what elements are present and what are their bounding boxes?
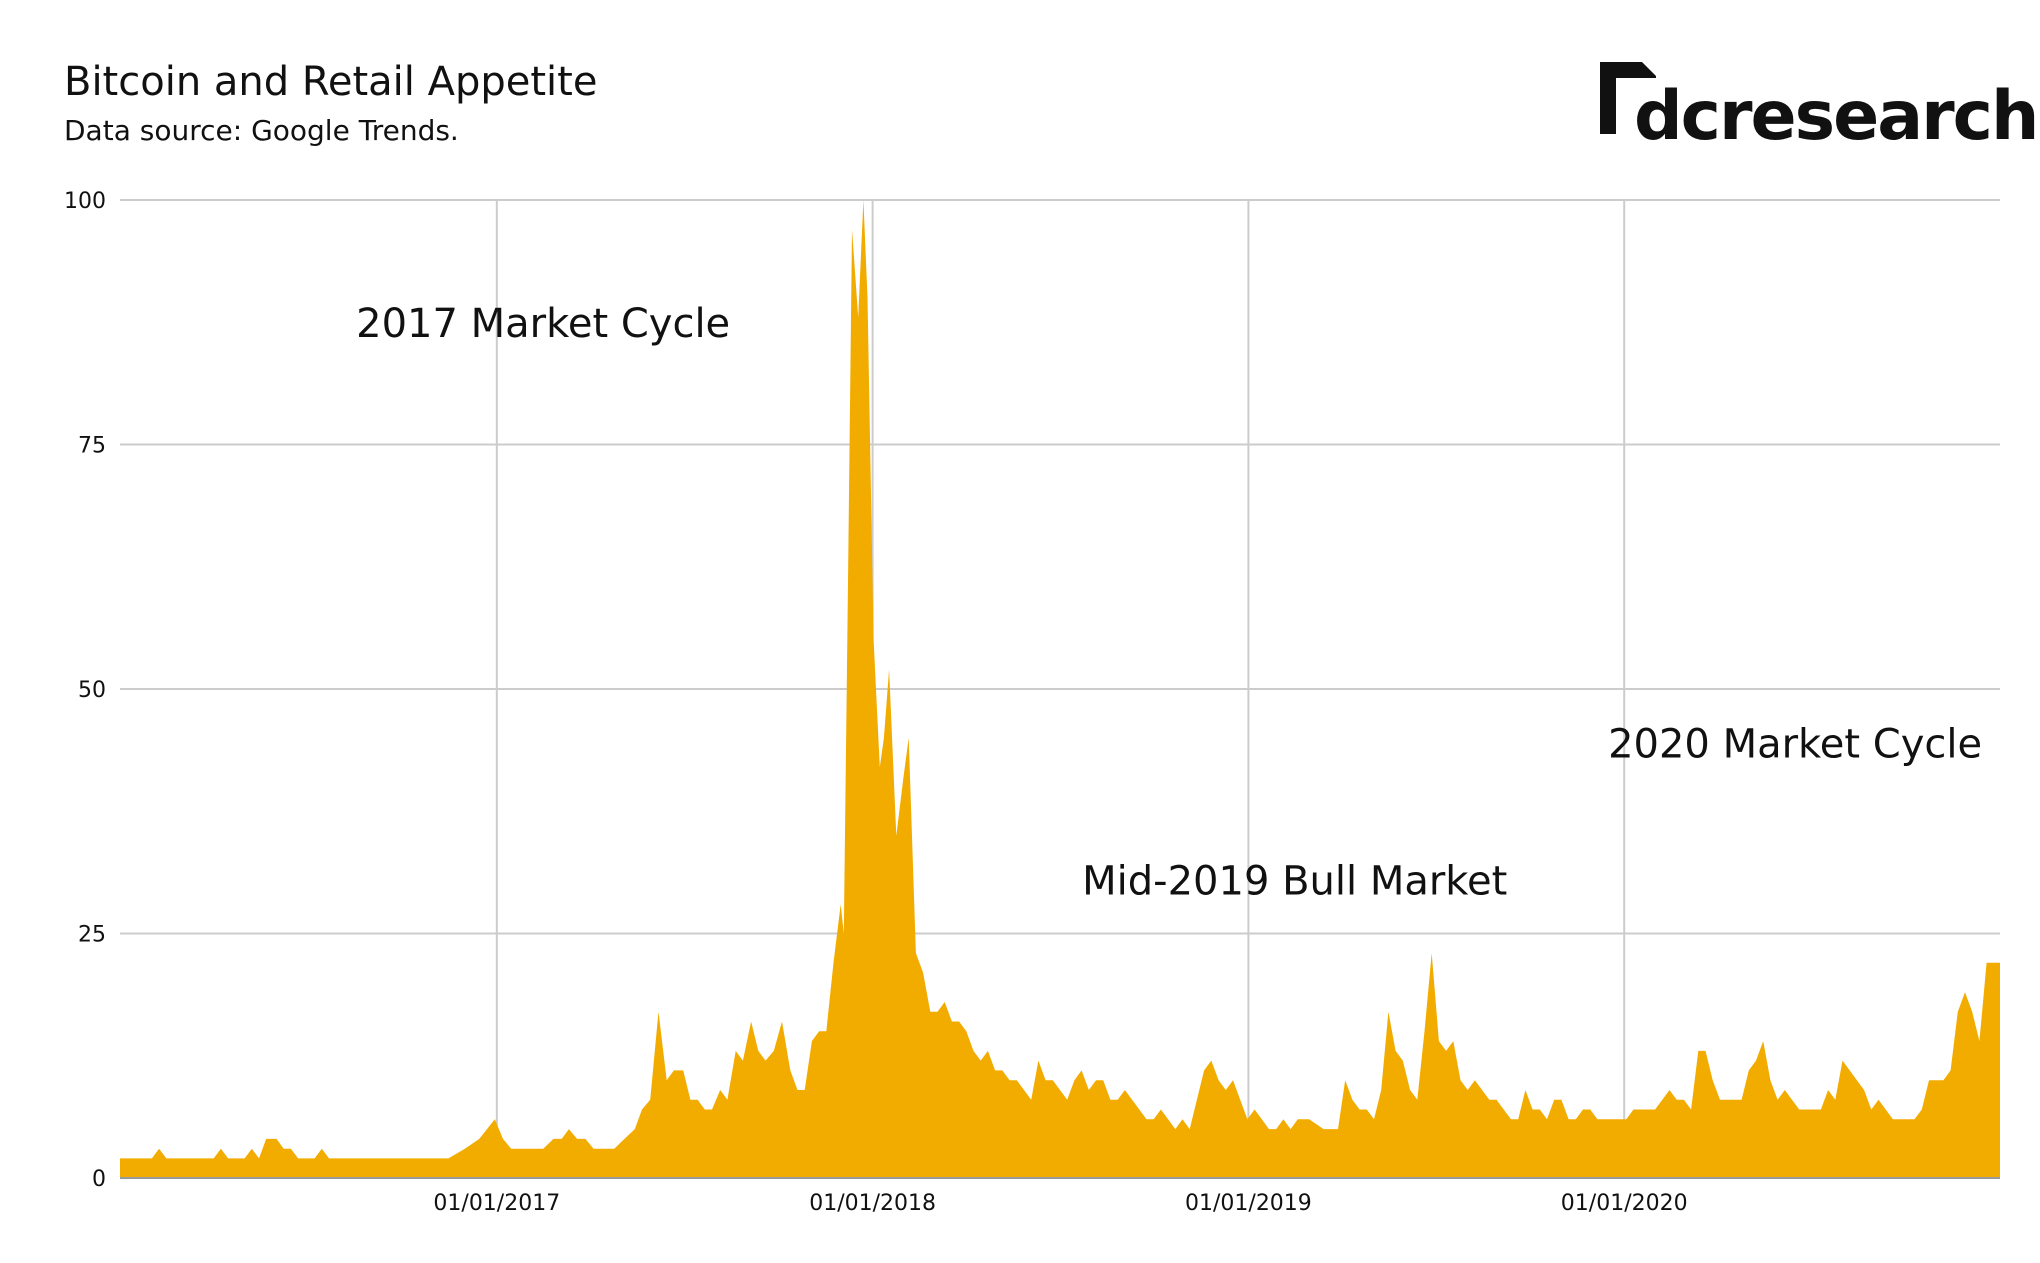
axes: 0 25 50 75 100 01/01/2017 01/01/2018 01/01/2019… — [64, 189, 2000, 1216]
annotation-label: 2017 Market Cycle — [356, 301, 730, 347]
annotation-label: Mid-2019 Bull Market — [1082, 858, 1507, 904]
logo-wordmark: dcresearch — [1634, 77, 2039, 156]
y-tick-label: 100 — [64, 189, 106, 214]
annotation-label: 2020 Market Cycle — [1608, 721, 1982, 767]
annotations: 2017 Market Cycle Mid-2019 Bull Market 202… — [356, 301, 1982, 904]
x-tick-label: 01/01/2018 — [809, 1191, 936, 1216]
logo-corner-mark-icon — [1600, 62, 1656, 134]
x-tick-label: 01/01/2019 — [1185, 1191, 1312, 1216]
dcresearch-logo: dcresearch — [1600, 62, 2039, 158]
x-tick-label: 01/01/2020 — [1561, 1191, 1688, 1216]
y-tick-label: 0 — [92, 1167, 106, 1192]
chart-title: Bitcoin and Retail Appetite — [64, 59, 598, 105]
chart-subtitle: Data source: Google Trends. — [64, 114, 459, 147]
x-tick-label: 01/01/2017 — [433, 1191, 560, 1216]
y-tick-label: 25 — [78, 923, 106, 948]
y-tick-label: 75 — [78, 434, 106, 459]
y-tick-label: 50 — [78, 678, 106, 703]
